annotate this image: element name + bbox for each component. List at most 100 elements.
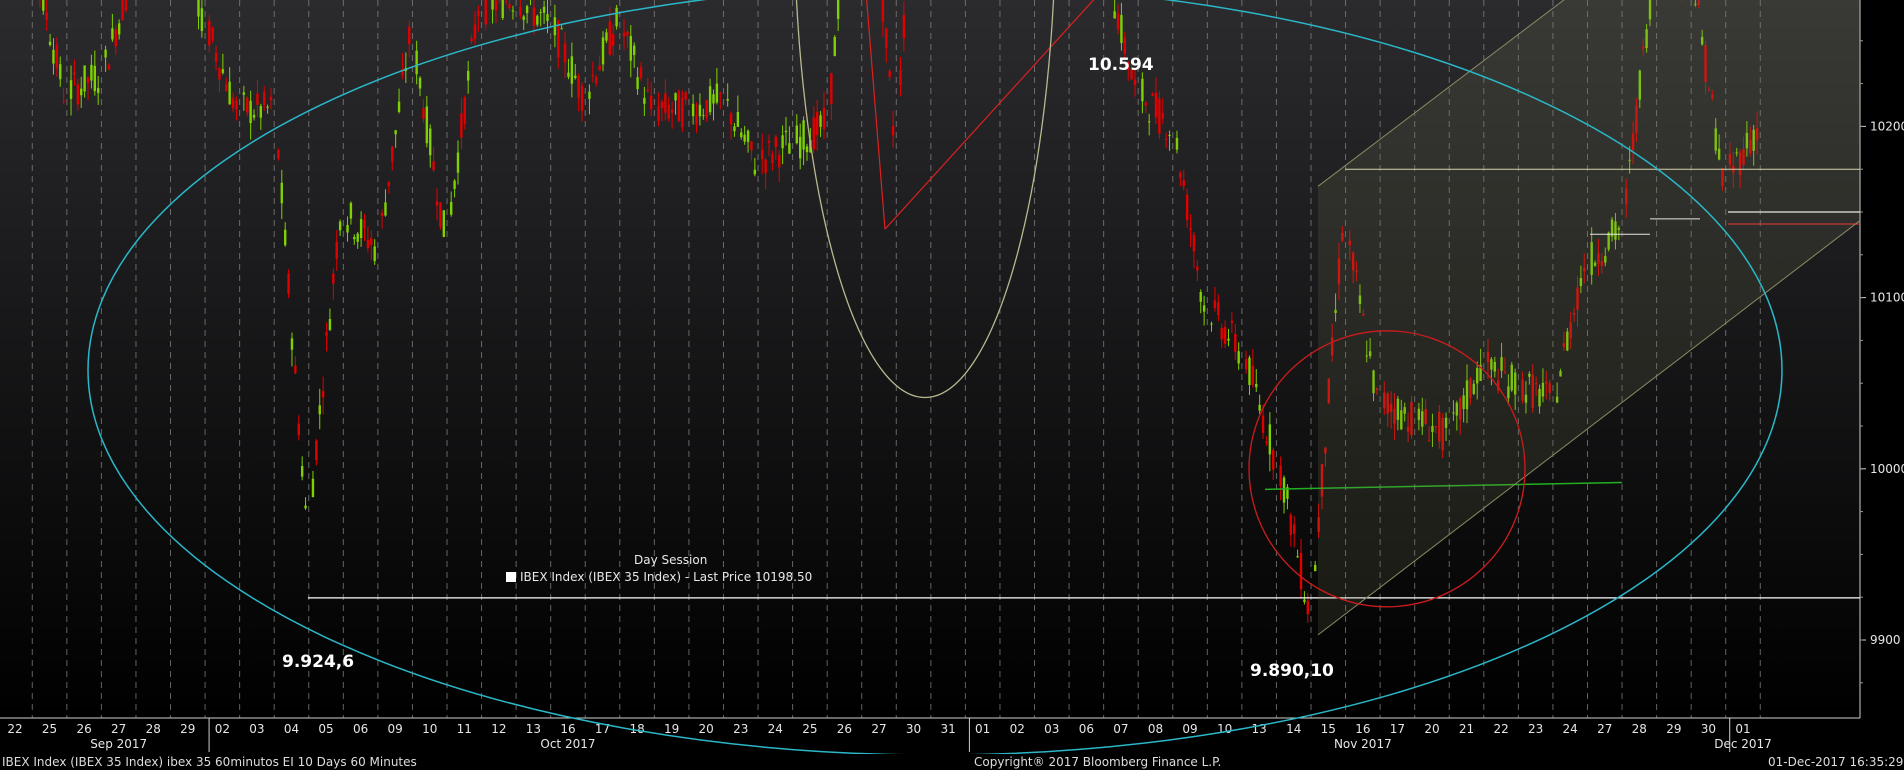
candle-body — [885, 28, 888, 48]
candle-body — [519, 6, 522, 16]
candle-body — [1628, 159, 1631, 161]
candle-body — [1168, 135, 1171, 137]
legend-entry: IBEX Index (IBEX 35 Index) - Last Price … — [506, 570, 812, 584]
candle-body — [1711, 95, 1714, 99]
candle-body — [52, 49, 55, 64]
candle-body — [86, 77, 90, 83]
candle-body — [646, 89, 649, 91]
candle-body — [664, 93, 667, 113]
x-tick-label: 13 — [526, 722, 541, 736]
candle-body — [1358, 295, 1362, 304]
footer-copyright: Copyright® 2017 Bloomberg Finance L.P. — [974, 755, 1222, 769]
x-tick-label: 26 — [76, 722, 91, 736]
x-tick-label: 10 — [1217, 722, 1232, 736]
footer-timestamp: 01-Dec-2017 16:35:29 — [1768, 755, 1904, 769]
x-tick-label: 21 — [1459, 722, 1474, 736]
x-tick-label: 06 — [1079, 722, 1094, 736]
x-tick-label: 27 — [1597, 722, 1612, 736]
candle-body — [1704, 45, 1707, 83]
candle-body — [384, 202, 387, 216]
x-tick-label: 15 — [1321, 722, 1336, 736]
candle-body — [805, 146, 809, 153]
candle-body — [557, 20, 560, 58]
candle-body — [1320, 464, 1324, 497]
candle-body — [1351, 253, 1355, 271]
candle-body — [819, 115, 822, 127]
candle-body — [221, 69, 225, 73]
candle-body — [591, 74, 595, 77]
candle-body — [1459, 398, 1462, 420]
candle-body — [391, 146, 394, 162]
candle-body — [1735, 152, 1738, 154]
candle-body — [1742, 149, 1745, 165]
candle-body — [1510, 364, 1513, 391]
footer-bar: IBEX Index (IBEX 35 Index) ibex 35 60min… — [0, 754, 1904, 770]
candle-body — [321, 390, 325, 398]
candle-body — [1721, 167, 1724, 186]
candle-body — [1324, 447, 1327, 454]
candle-body — [1189, 228, 1192, 231]
candle-body — [542, 6, 546, 13]
candle-body — [574, 75, 577, 79]
candle-body — [570, 56, 574, 84]
candle-body — [1327, 378, 1330, 403]
candle-body — [124, 0, 128, 11]
candle-body — [1548, 383, 1551, 393]
candle-body — [674, 93, 677, 101]
candle-body — [214, 52, 218, 62]
candle-body — [1476, 367, 1479, 384]
candle-body — [1202, 305, 1206, 312]
candle-body — [359, 219, 363, 239]
candle-body — [1113, 11, 1116, 19]
candle-body — [1116, 13, 1120, 30]
x-tick-label: 29 — [180, 722, 195, 736]
candle-body — [1244, 359, 1248, 370]
candle-body — [491, 0, 494, 10]
x-tick-label: 05 — [318, 722, 333, 736]
candle-body — [1296, 556, 1299, 558]
candle-body — [332, 273, 335, 284]
candle-body — [695, 115, 698, 125]
candle-body — [1545, 381, 1548, 384]
candle-body — [211, 27, 214, 41]
candle-body — [899, 70, 902, 85]
candle-body — [657, 106, 660, 122]
candle-body — [335, 241, 338, 259]
candle-body — [1642, 46, 1645, 49]
x-month-label: Sep 2017 — [90, 737, 147, 751]
support-line-green — [1264, 481, 1623, 491]
candle-body — [1286, 487, 1289, 499]
candle-body — [1220, 328, 1223, 340]
candle-body — [588, 91, 591, 99]
x-tick-label: 17 — [1390, 722, 1405, 736]
candle-body — [1528, 373, 1531, 377]
candle-body — [1154, 92, 1158, 118]
candle-body — [1590, 242, 1593, 275]
candle-body — [356, 233, 359, 242]
candle-body — [1265, 441, 1268, 443]
candle-body — [442, 210, 446, 237]
candle-body — [567, 72, 570, 77]
candle-body — [325, 332, 328, 336]
candle-body — [580, 85, 584, 111]
candle-body — [328, 319, 332, 330]
x-tick-label: 14 — [1286, 722, 1301, 736]
candle-body — [615, 7, 618, 27]
candle-body — [1521, 379, 1524, 401]
x-tick-label: 10 — [422, 722, 437, 736]
candle-body — [788, 143, 791, 154]
x-tick-label: 19 — [664, 722, 679, 736]
candle-body — [1728, 153, 1732, 165]
candle-body — [1196, 266, 1199, 271]
candle-body — [595, 77, 598, 84]
legend-swatch — [506, 572, 516, 582]
candle-body — [1635, 105, 1638, 133]
candle-body — [69, 80, 73, 99]
x-tick-label: 09 — [388, 722, 403, 736]
x-tick-label: 28 — [146, 722, 161, 736]
candle-body — [1617, 227, 1621, 230]
candle-body — [536, 15, 539, 25]
candle-body — [1341, 233, 1344, 241]
x-tick-label: 20 — [1424, 722, 1439, 736]
candle-body — [62, 101, 65, 103]
